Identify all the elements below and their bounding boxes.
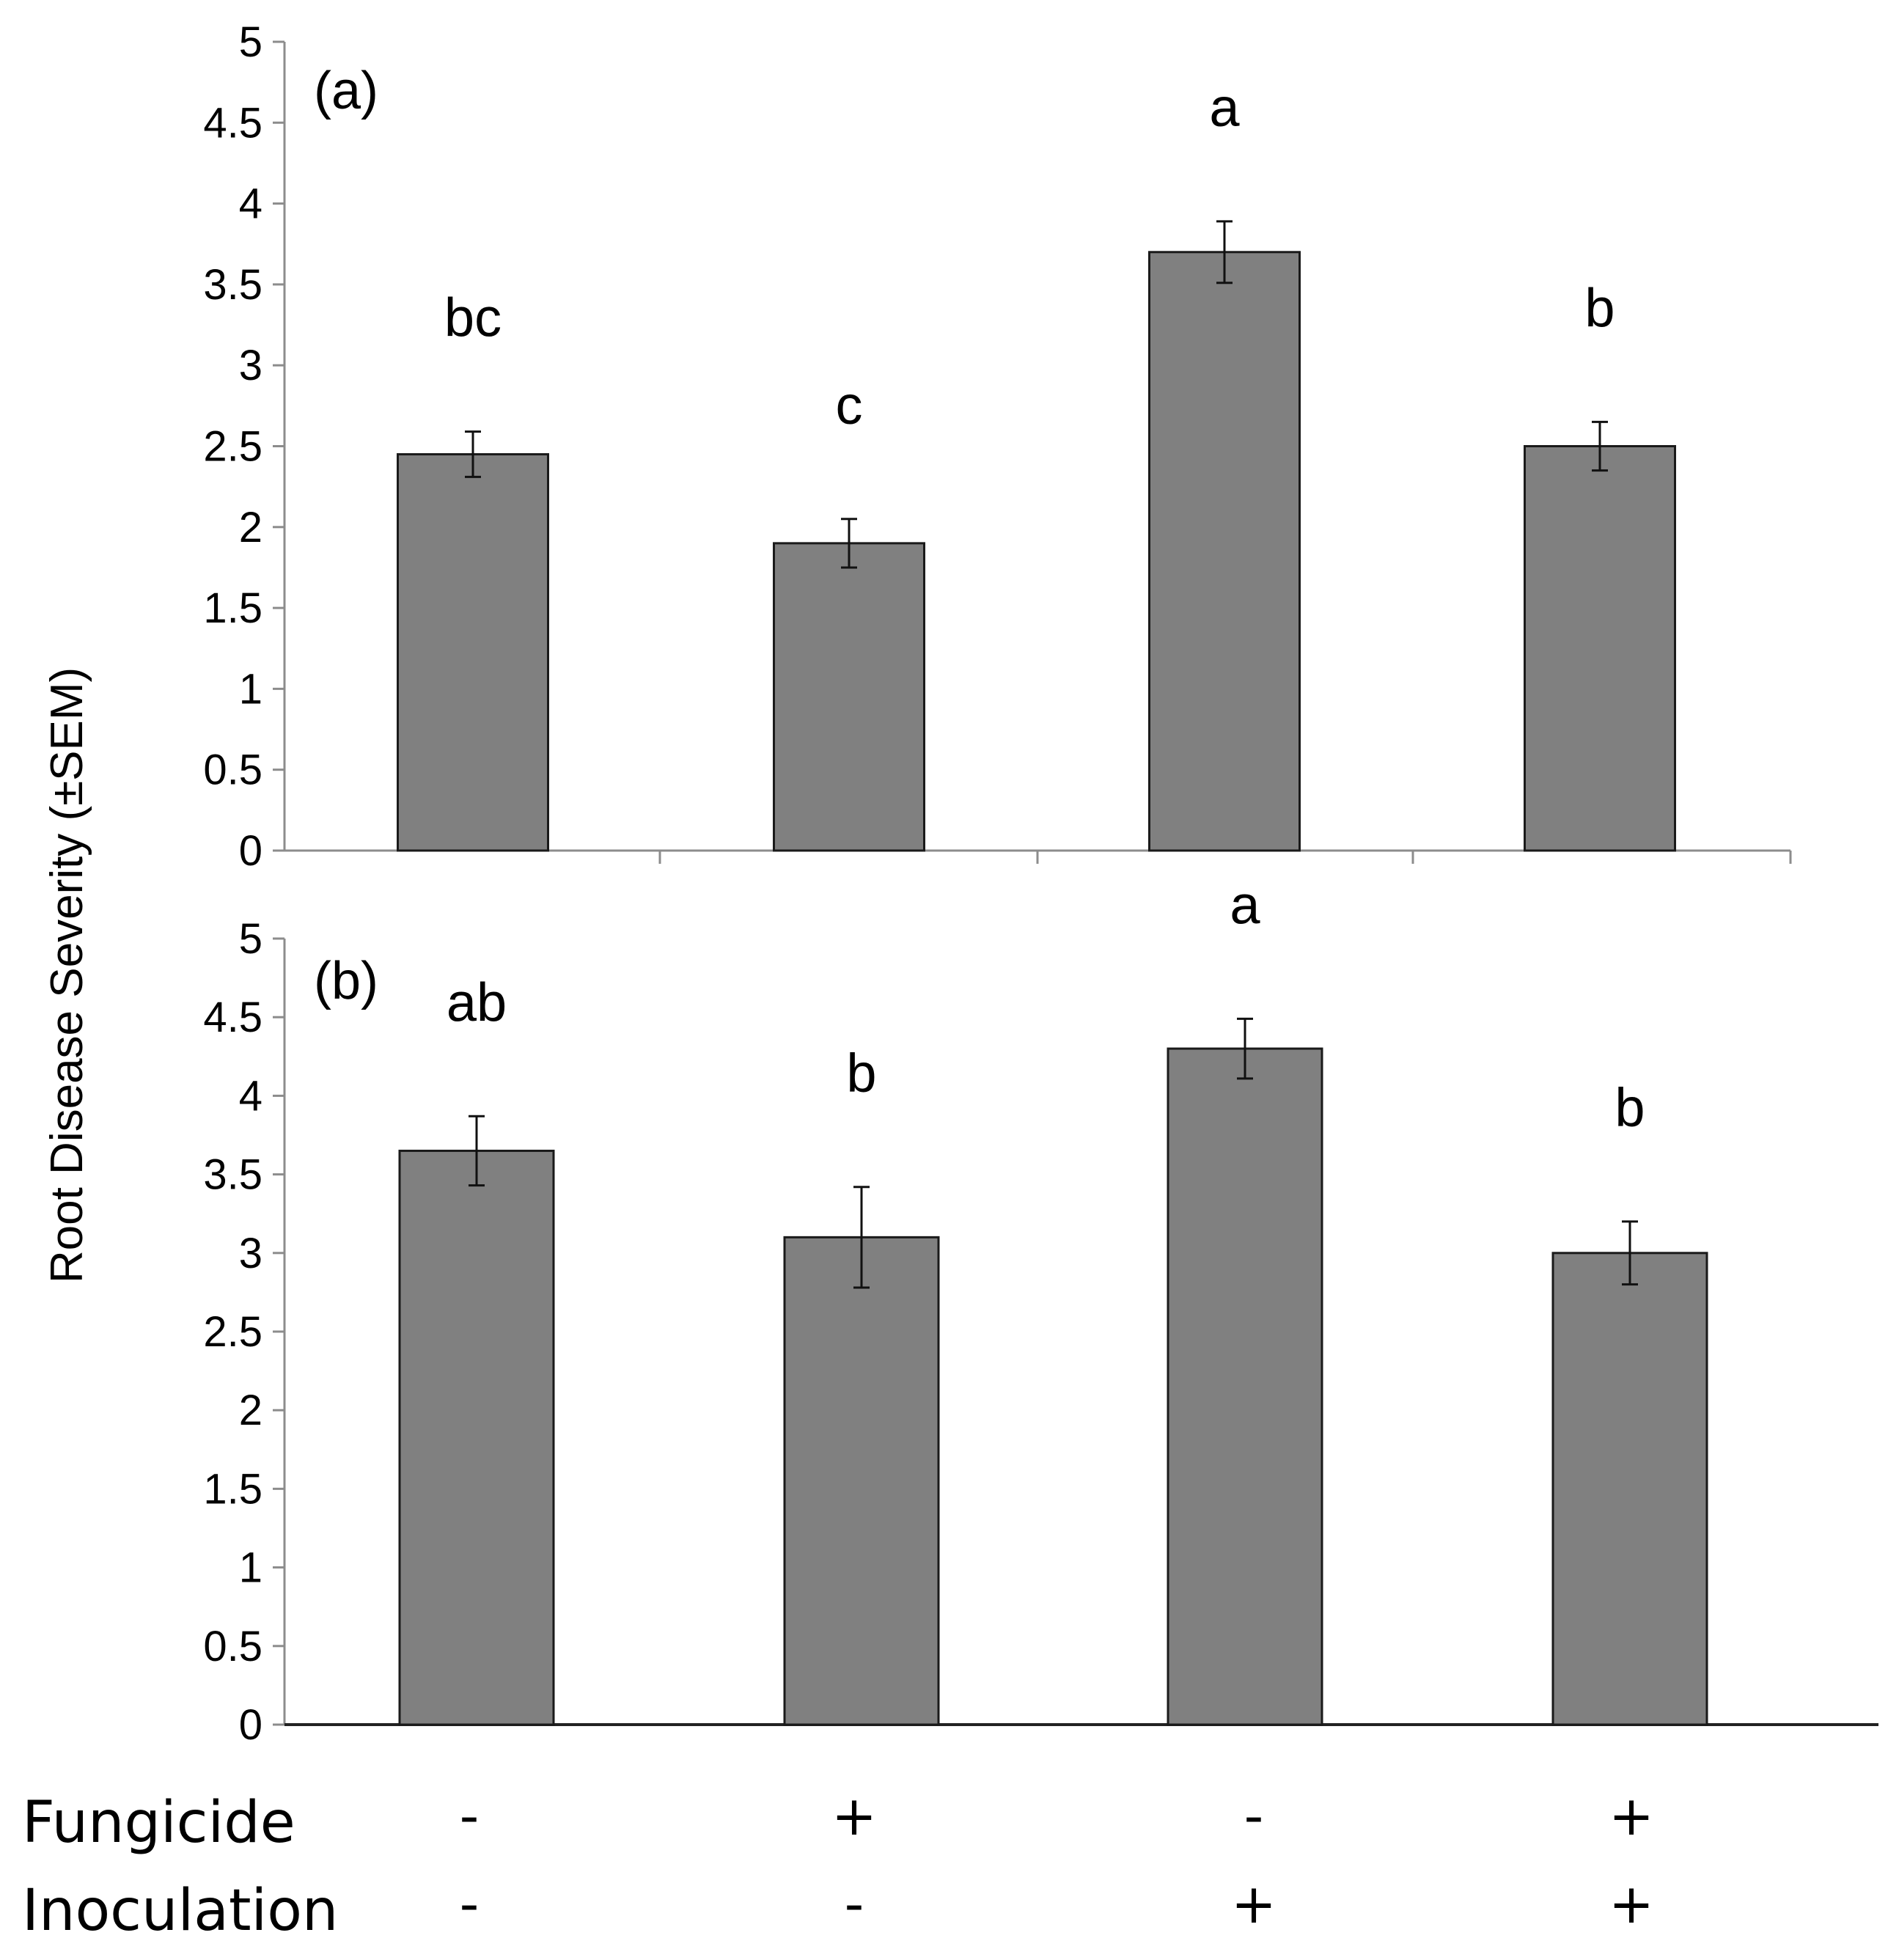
- y-tick-label: 3: [239, 1230, 262, 1277]
- significance-letter: b: [846, 1043, 876, 1104]
- error-bar: [1592, 420, 1608, 472]
- treatment-table: Fungicide - + - + Inoculation - - + +: [22, 1785, 1654, 1944]
- y-tick-label: 2.5: [203, 1308, 262, 1356]
- treatment-sign: -: [1244, 1785, 1264, 1848]
- treatment-row-label: Fungicide: [22, 1790, 295, 1856]
- panel-label: (b): [314, 952, 378, 1010]
- y-tick-label: 4: [239, 180, 262, 228]
- y-tick-label: 4.5: [203, 994, 262, 1041]
- error-bar: [841, 518, 857, 569]
- treatment-sign: -: [460, 1785, 480, 1848]
- y-tick-label: 0.5: [203, 1623, 262, 1670]
- error-bar: [1622, 1220, 1638, 1286]
- y-tick-label: 0: [239, 827, 262, 875]
- significance-letter: c: [836, 375, 863, 436]
- y-tick-label: 1: [239, 1544, 262, 1592]
- bar: [1524, 445, 1676, 852]
- y-tick-label: 2: [239, 1387, 262, 1434]
- significance-letter: ab: [447, 972, 507, 1032]
- y-tick-label: 1.5: [203, 1465, 262, 1513]
- y-tick-label: 1: [239, 665, 262, 713]
- bar: [1167, 1047, 1323, 1726]
- y-tick-label: 5: [239, 18, 262, 66]
- significance-letter: b: [1615, 1077, 1645, 1138]
- y-tick-label: 3.5: [203, 261, 262, 309]
- error-bar: [469, 1115, 485, 1187]
- error-bar: [1237, 1017, 1253, 1080]
- treatment-sign: +: [831, 1785, 877, 1848]
- error-bar: [465, 430, 481, 478]
- y-tick-label: 2: [239, 504, 262, 551]
- significance-letter: a: [1209, 77, 1240, 138]
- treatment-sign: -: [460, 1873, 480, 1936]
- y-tick-label: 3.5: [203, 1151, 262, 1199]
- y-tick-label: 4: [239, 1072, 262, 1120]
- treatment-row-label: Inoculation: [22, 1878, 338, 1944]
- treatment-sign: +: [1609, 1873, 1654, 1936]
- y-tick-label: 1.5: [203, 584, 262, 632]
- bar: [1551, 1252, 1708, 1726]
- treatment-sign: -: [845, 1873, 864, 1936]
- error-bar: [853, 1186, 870, 1289]
- y-tick-label: 3: [239, 342, 262, 389]
- error-bar: [1216, 220, 1233, 285]
- significance-letter: b: [1584, 277, 1615, 338]
- bar: [398, 1149, 555, 1726]
- y-tick-label: 2.5: [203, 423, 262, 471]
- y-axis-label: Root Disease Severity (±SEM): [42, 667, 92, 1283]
- treatment-sign: +: [1609, 1785, 1654, 1848]
- bar: [783, 1236, 940, 1726]
- y-tick-label: 0: [239, 1701, 262, 1749]
- panel-label: (a): [314, 62, 378, 120]
- bar: [773, 542, 925, 852]
- bar: [397, 453, 549, 852]
- significance-letter: bc: [444, 287, 502, 348]
- significance-letter: a: [1230, 874, 1260, 935]
- y-tick-label: 0.5: [203, 746, 262, 794]
- treatment-sign: +: [1231, 1873, 1277, 1936]
- bar: [1148, 251, 1301, 852]
- panel-a: 0 0.5 1 1.5 2 2.5 3 3.5 4 4.5 5 (a) bc c a b: [203, 18, 1792, 875]
- y-tick-label: 5: [239, 915, 262, 963]
- y-tick-label: 4.5: [203, 99, 262, 147]
